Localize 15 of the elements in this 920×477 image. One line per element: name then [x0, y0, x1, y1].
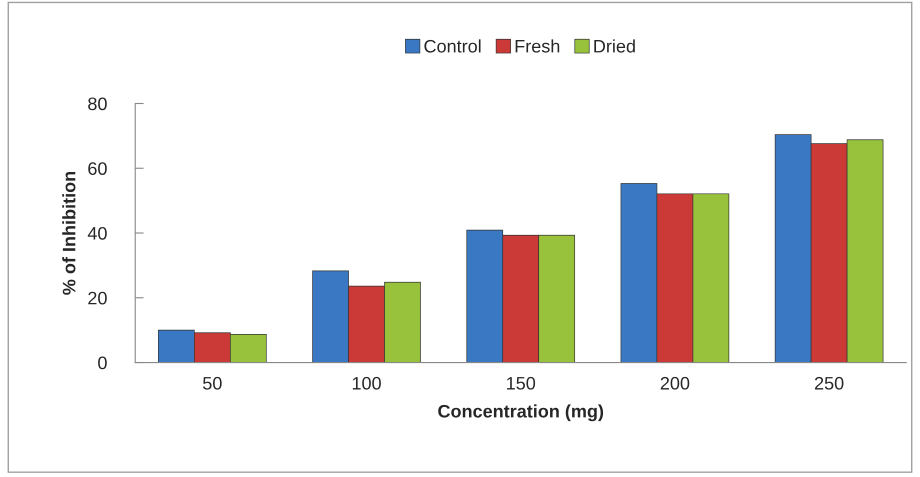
y-tick-label: 0	[98, 356, 107, 370]
y-tick-label: 40	[88, 226, 107, 240]
x-tick-label: 250	[814, 376, 844, 390]
x-tick-label: 150	[507, 376, 536, 390]
y-axis-title: % of Inhibition	[62, 172, 76, 295]
x-tick-label: 200	[660, 376, 690, 390]
y-tick-label: 20	[88, 292, 107, 304]
x-axis-title: Concentration (mg)	[438, 404, 604, 422]
y-tick-label: 60	[88, 162, 107, 175]
y-tick-label: 80	[88, 97, 107, 110]
legend-label: Fresh	[516, 39, 560, 53]
x-tick-label: 50	[203, 376, 222, 390]
legend-label: Control	[424, 39, 480, 53]
x-tick-label: 100	[352, 376, 381, 390]
legend-label: Dried	[594, 39, 635, 53]
